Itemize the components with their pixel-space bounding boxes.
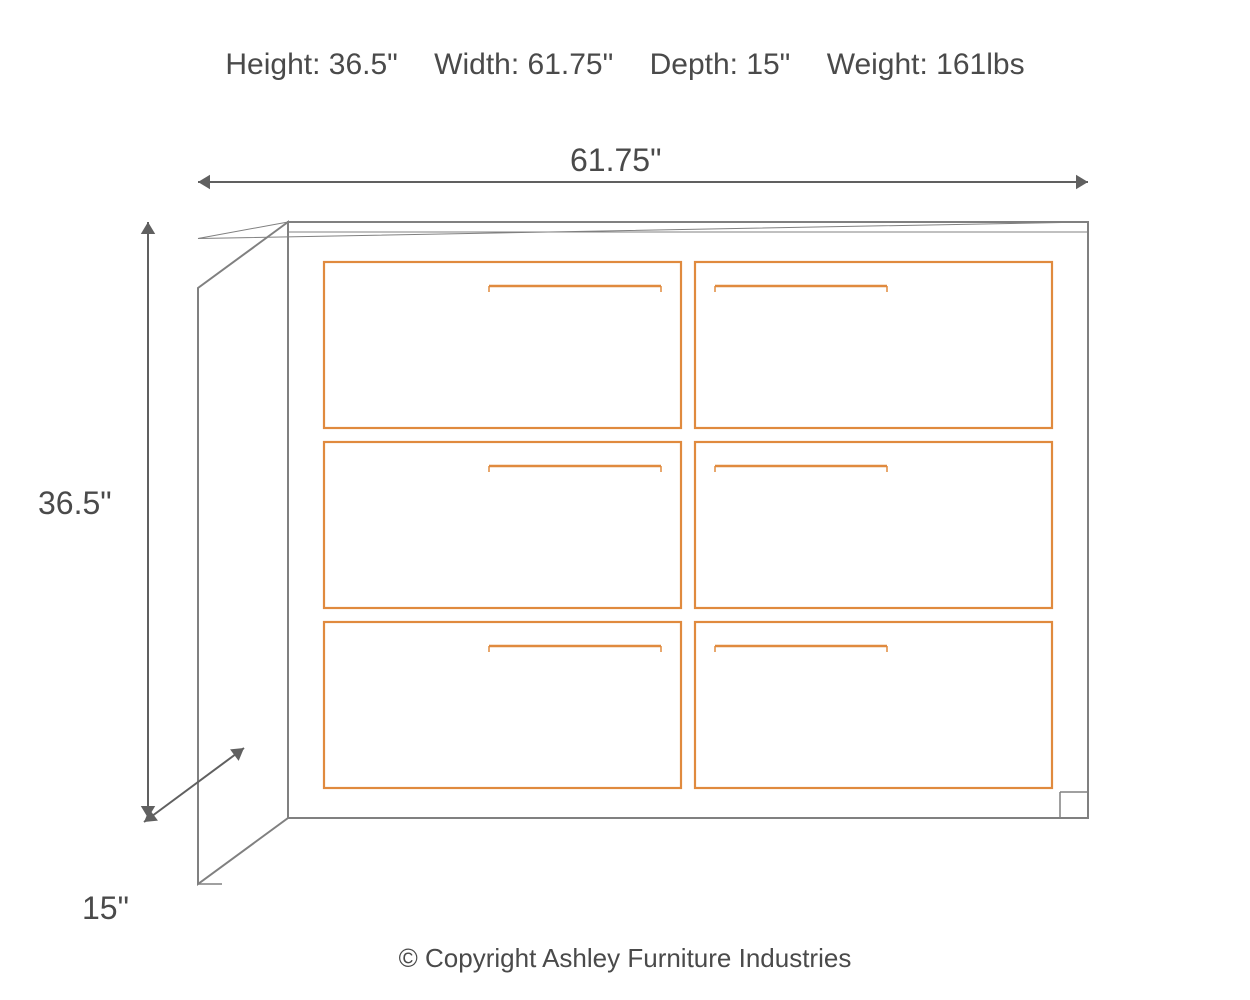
dimension-label-depth: 15" xyxy=(82,890,129,927)
dimension-label-height: 36.5" xyxy=(38,485,112,522)
diagram-canvas: Height: 36.5" Width: 61.75" Depth: 15" W… xyxy=(0,0,1250,1000)
dimension-label-width: 61.75" xyxy=(570,142,661,179)
copyright-text: © Copyright Ashley Furniture Industries xyxy=(0,943,1250,974)
